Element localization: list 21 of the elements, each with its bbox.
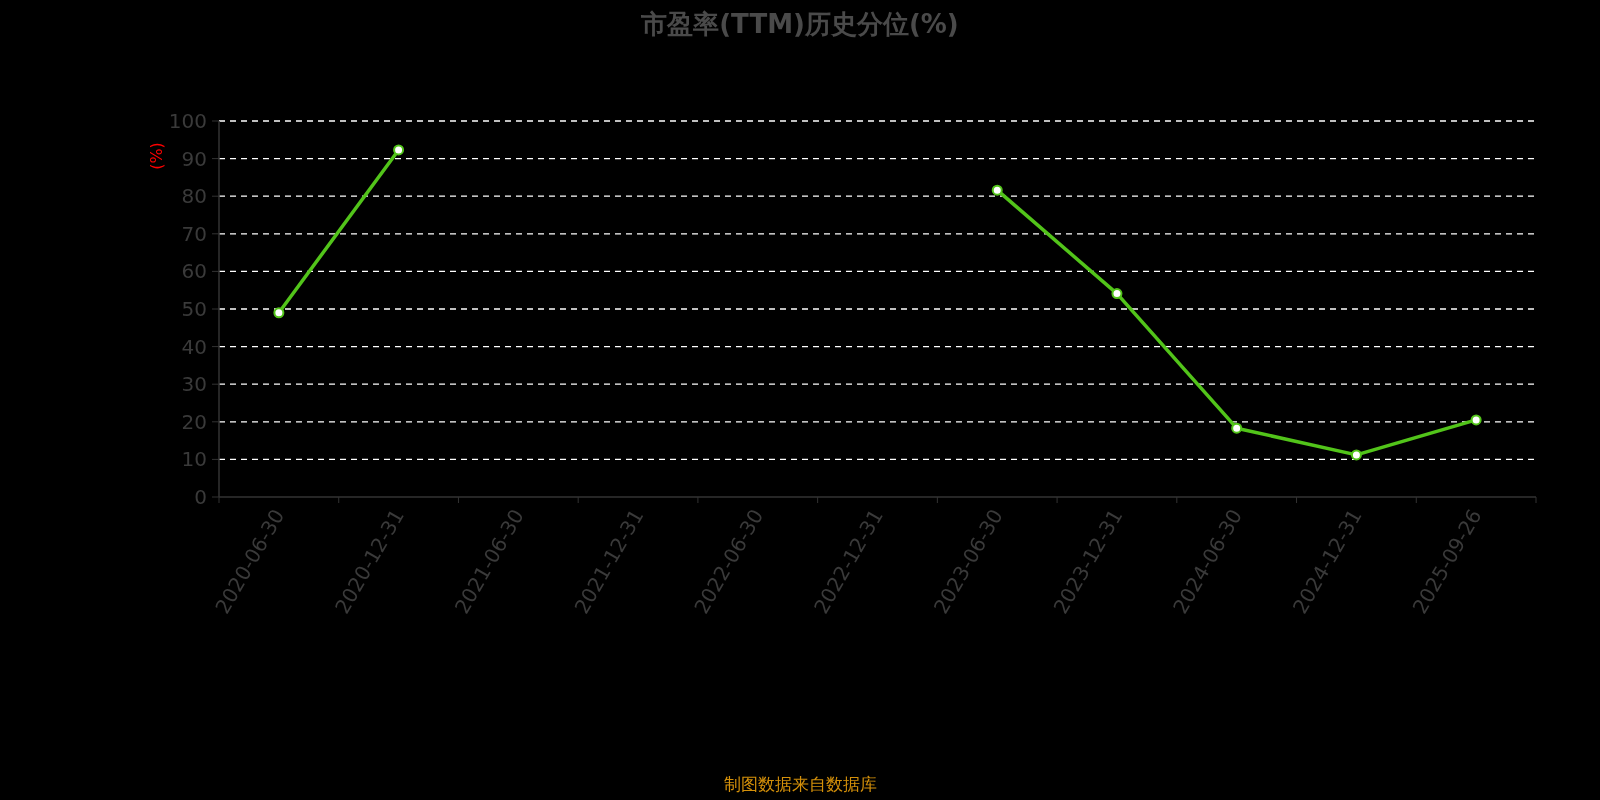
y-tick-label: 0: [194, 485, 207, 509]
y-tick-label: 90: [181, 146, 207, 171]
y-tick-label: 10: [181, 447, 207, 472]
y-tick-label: 100: [168, 109, 207, 133]
point: [1350, 449, 1362, 461]
y-axis-title: (%): [146, 142, 166, 170]
y-tick-label: 40: [181, 334, 207, 359]
y-tick-label: 30: [181, 372, 207, 397]
point: [1111, 288, 1123, 300]
point: [1470, 414, 1482, 426]
chart-title: 市盈率(TTM)历史分位(%): [640, 9, 959, 39]
y-tick-label: 60: [181, 259, 207, 284]
y-tick-label: 50: [181, 297, 207, 321]
point: [273, 307, 285, 319]
point: [991, 184, 1003, 196]
y-tick-label: 20: [181, 409, 207, 434]
text: 制图数据来自数据库: [723, 774, 877, 794]
point: [1231, 422, 1243, 434]
y-tick-label: 70: [181, 221, 207, 246]
y-tick-label: 80: [181, 184, 207, 209]
point: [393, 144, 405, 156]
